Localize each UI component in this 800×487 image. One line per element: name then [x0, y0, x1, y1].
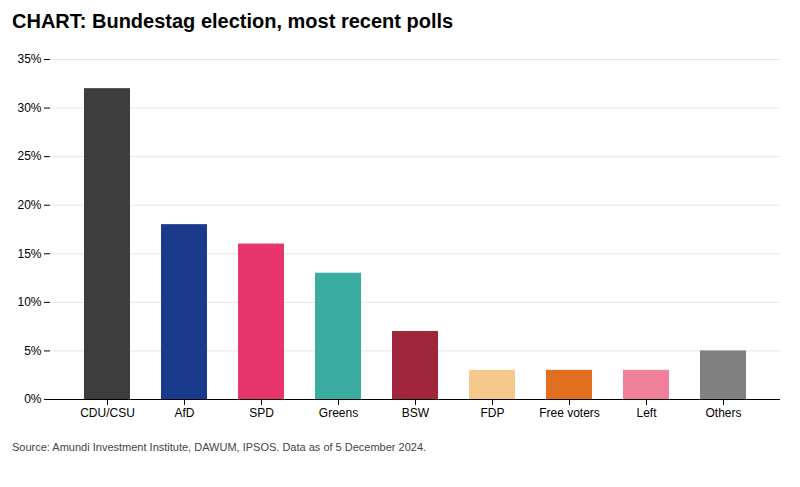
- svg-text:0%: 0%: [24, 392, 42, 406]
- svg-text:Left: Left: [636, 406, 657, 420]
- svg-text:20%: 20%: [17, 198, 41, 212]
- svg-text:FDP: FDP: [481, 406, 505, 420]
- svg-text:Greens: Greens: [319, 406, 358, 420]
- svg-text:Free voters: Free voters: [539, 406, 600, 420]
- svg-text:15%: 15%: [17, 247, 41, 261]
- html-text:Source: Amundi Investment Inst: Source: Amundi Investment Institute, DAW…: [12, 441, 427, 453]
- svg-text:10%: 10%: [17, 295, 41, 309]
- svg-text:5%: 5%: [24, 344, 42, 358]
- svg-text:35%: 35%: [17, 52, 41, 66]
- html-text:CHART: Bundestag election, mos: CHART: Bundestag election, most recent p…: [12, 10, 454, 32]
- svg-text:BSW: BSW: [402, 406, 430, 420]
- svg-text:AfD: AfD: [174, 406, 194, 420]
- svg-text:Others: Others: [705, 406, 741, 420]
- svg-text:30%: 30%: [17, 101, 41, 115]
- svg-text:SPD: SPD: [249, 406, 274, 420]
- svg-text:25%: 25%: [17, 149, 41, 163]
- svg-text:CDU/CSU: CDU/CSU: [80, 406, 135, 420]
